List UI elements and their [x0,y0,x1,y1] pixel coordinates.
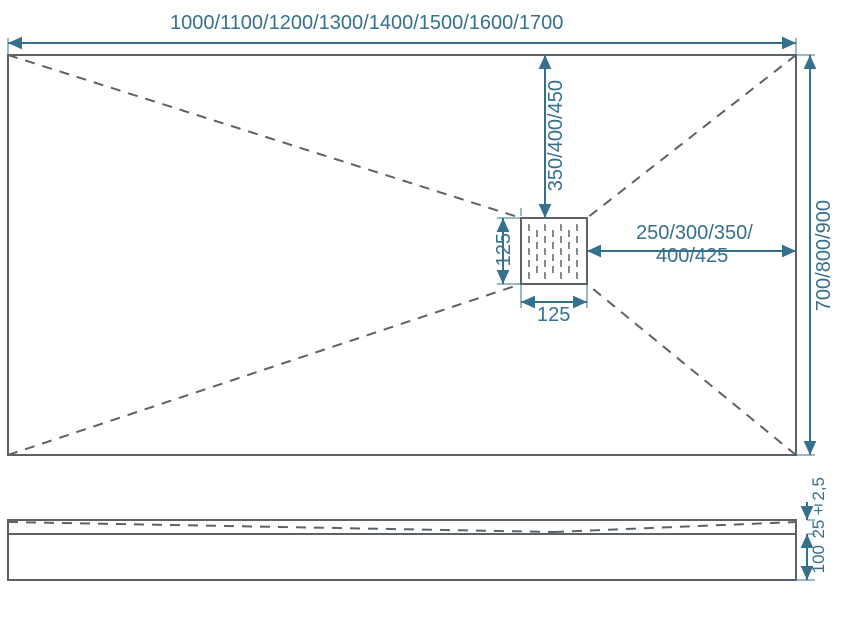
dim-drain-height: 125 [493,233,516,266]
dim-section-lower: 100 [809,545,829,573]
dim-drain-to-top: 350/400/450 [545,80,568,191]
dim-drain-to-right-1: 250/300/350/ [636,222,753,245]
dim-depth-options: 700/800/900 [813,200,836,311]
technical-drawing [0,0,844,617]
dim-section-upper: 25±2,5 [809,477,829,539]
dim-drain-width: 125 [537,304,570,327]
dim-drain-to-right-2: 400/425 [656,245,728,268]
dim-width-options: 1000/1100/1200/1300/1400/1500/1600/1700 [170,12,563,35]
